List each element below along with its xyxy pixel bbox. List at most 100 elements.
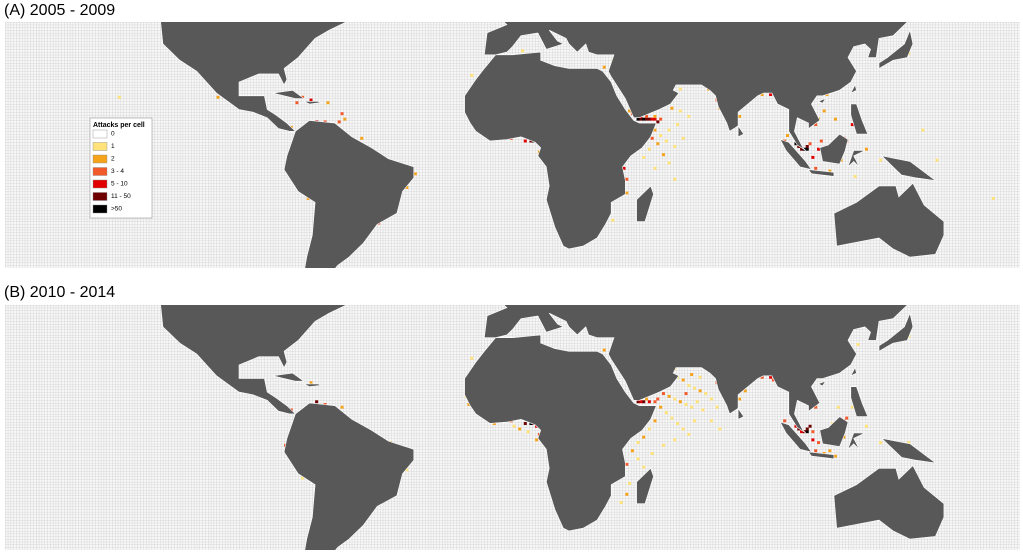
attack-cell: [622, 166, 626, 170]
attack-cell: [814, 405, 818, 409]
attack-cell: [769, 375, 773, 379]
landmass: [779, 138, 813, 171]
attack-cell: [690, 373, 694, 376]
attack-cell: [800, 147, 804, 151]
attack-cell: [529, 422, 533, 425]
attack-cell: [625, 492, 629, 496]
attack-cell: [636, 117, 640, 121]
legend-label: 5 - 10: [111, 181, 128, 188]
attack-cell: [653, 114, 657, 118]
attack-cell: [879, 158, 883, 162]
attack-cell: [326, 101, 330, 105]
attack-cell: [642, 400, 646, 404]
attack-cell: [529, 139, 533, 143]
attack-cell: [842, 435, 846, 439]
attack-cell: [856, 343, 860, 347]
attack-cell: [738, 114, 742, 118]
attack-cell: [698, 375, 702, 379]
attack-cell: [670, 416, 674, 420]
attack-cell: [805, 145, 809, 148]
attack-cell: [805, 147, 809, 151]
map-panel: [5, 305, 1020, 550]
attack-cell: [295, 101, 299, 105]
attack-cell: [814, 449, 818, 453]
attack-cell: [647, 427, 651, 431]
attack-cell: [343, 117, 347, 121]
landmass: [850, 103, 869, 135]
landmass: [880, 155, 937, 181]
landmass: [817, 97, 827, 104]
attack-cell: [797, 145, 801, 148]
attack-cell: [814, 123, 818, 127]
legend-label: 0: [111, 131, 115, 138]
attack-cell: [642, 117, 646, 121]
attack-cell: [687, 383, 691, 387]
attack-cell: [864, 147, 868, 151]
landmass: [464, 51, 657, 250]
attack-cell: [817, 147, 821, 151]
attack-cell: [117, 95, 121, 99]
attack-cell: [636, 400, 640, 404]
legend-label: 11 - 50: [111, 193, 131, 200]
attack-cell: [684, 392, 688, 396]
legend-swatch: [92, 142, 108, 151]
attack-cell: [673, 145, 677, 148]
attack-cell: [650, 136, 654, 140]
legend-swatch: [92, 129, 108, 139]
landmass: [737, 407, 745, 420]
attack-cell: [659, 405, 663, 409]
attack-cell: [673, 438, 677, 442]
attack-cell: [718, 427, 722, 431]
landmass: [737, 124, 745, 138]
attack-cell: [512, 424, 516, 428]
attack-cell: [520, 49, 524, 53]
attack-cell: [636, 441, 640, 445]
attack-cell: [797, 427, 801, 431]
legend: Attacks per cell 0 1 2 3 - 4 5 - 10 11 - 50 >50: [89, 117, 153, 219]
attack-cell: [467, 403, 471, 406]
attack-cell: [811, 438, 815, 442]
attack-cell: [715, 405, 719, 409]
attack-cell: [492, 422, 496, 425]
attack-cell: [681, 378, 685, 382]
landmass: [847, 150, 866, 168]
attack-cell: [661, 392, 665, 396]
attack-cell: [805, 427, 809, 431]
attack-cell: [783, 419, 787, 423]
attack-cell: [667, 161, 671, 165]
attack-cell: [656, 397, 660, 401]
attack-cell: [405, 468, 409, 472]
attack-cell: [661, 153, 665, 157]
attack-cell: [808, 142, 812, 146]
legend-swatch: [92, 167, 108, 176]
attack-cell: [687, 114, 691, 118]
landmass: [483, 22, 908, 151]
attack-cell: [659, 117, 663, 121]
attack-cell: [625, 177, 629, 181]
attack-cell: [602, 65, 606, 69]
attack-cell: [701, 408, 705, 412]
attack-cell: [650, 117, 654, 121]
attack-cell: [817, 441, 821, 445]
landmass: [880, 437, 937, 464]
attack-cell: [647, 117, 651, 121]
attack-cell: [692, 419, 696, 423]
attack-cell: [850, 405, 854, 409]
attack-cell: [301, 476, 305, 480]
attack-cell: [642, 435, 646, 439]
attack-cell: [760, 375, 764, 379]
attack-cell: [771, 378, 775, 382]
attack-cell: [306, 196, 310, 200]
landmass: [817, 380, 827, 387]
landmass: [779, 421, 813, 453]
attack-cell: [535, 438, 539, 442]
attack-cell: [470, 73, 474, 77]
landmass: [850, 84, 857, 94]
landmass: [819, 133, 849, 165]
attack-cell: [805, 430, 809, 434]
attack-cell: [794, 142, 798, 146]
panel-title: (B) 2010 - 2014: [4, 284, 115, 301]
landmass: [833, 182, 945, 258]
landmass: [807, 451, 835, 460]
attack-cell: [340, 112, 344, 116]
